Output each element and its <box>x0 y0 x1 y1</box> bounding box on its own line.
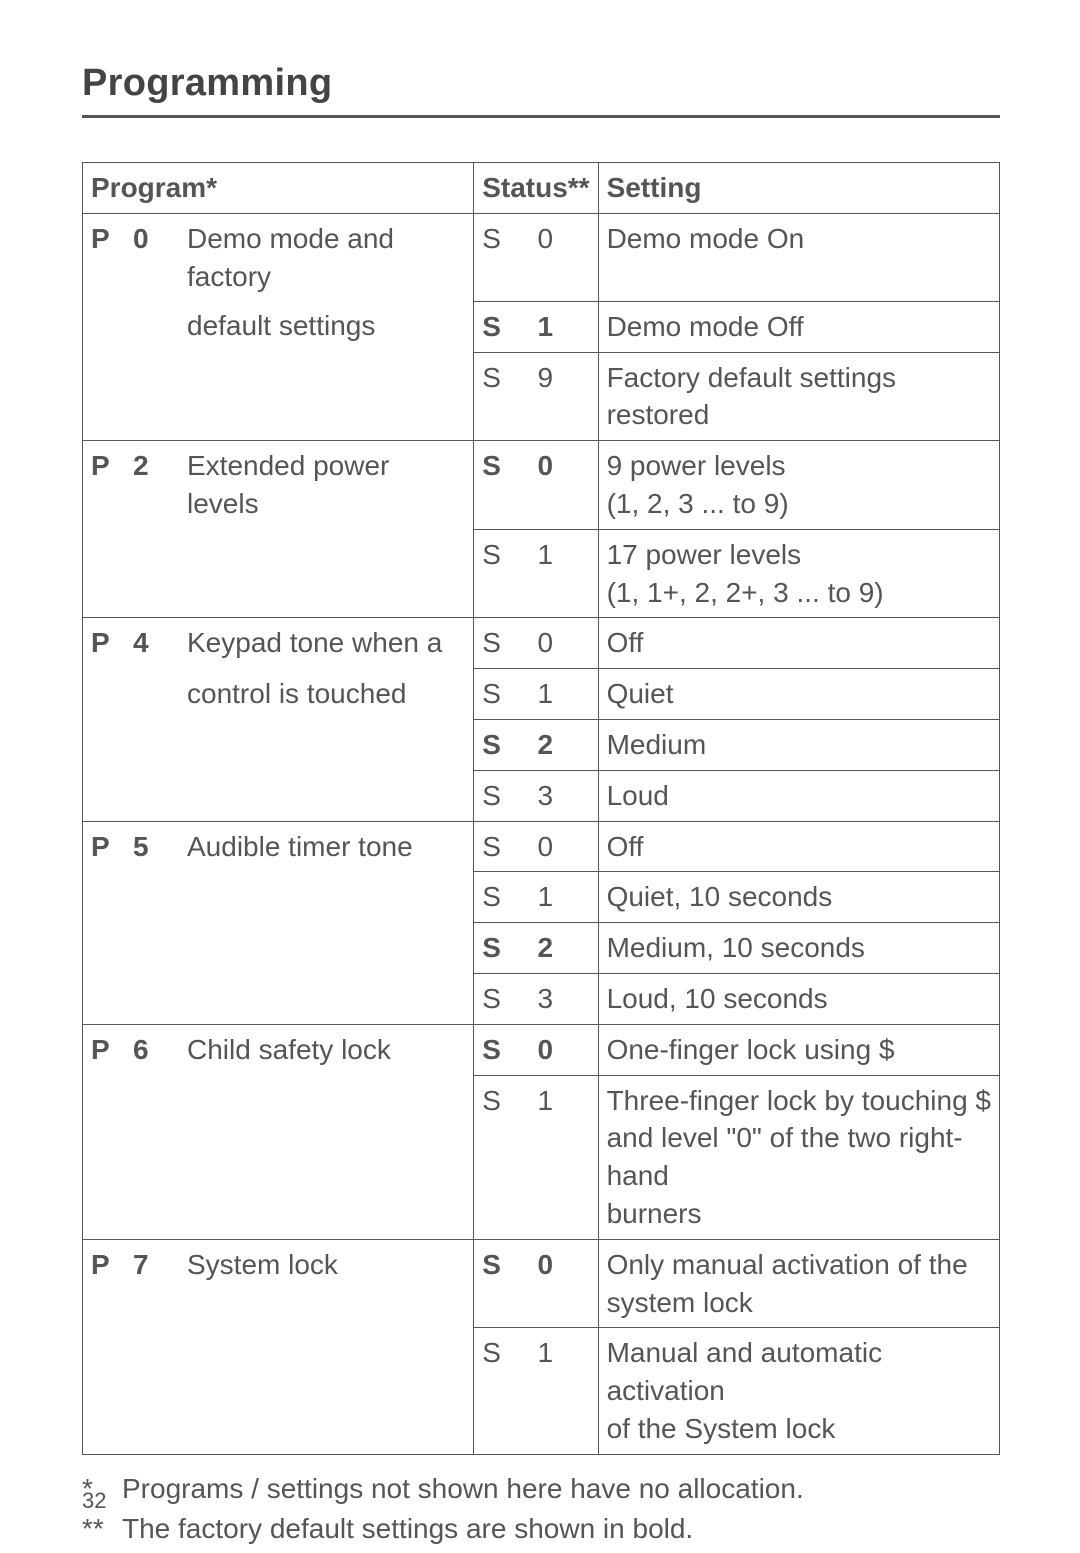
setting-text: Quiet, 10 seconds <box>598 872 999 923</box>
program-letter: P <box>83 213 130 301</box>
status-number: 0 <box>534 821 599 872</box>
status-letter: S <box>474 441 534 530</box>
setting-text: 17 power levels (1, 1+, 2, 2+, 3 ... to … <box>598 529 999 618</box>
setting-text: Factory default settings restored <box>598 352 999 441</box>
setting-text: One-finger lock using $ <box>598 1024 999 1075</box>
status-number: 0 <box>534 1024 599 1075</box>
page-number: 32 <box>82 1488 106 1514</box>
status-number: 0 <box>534 441 599 530</box>
setting-text: Loud, 10 seconds <box>598 974 999 1025</box>
setting-text: Only manual activation of the system loc… <box>598 1239 999 1328</box>
program-number: 0 <box>129 213 181 301</box>
status-number: 3 <box>534 770 599 821</box>
footnotes: * Programs / settings not shown here hav… <box>82 1473 1000 1545</box>
program-number: 2 <box>129 441 181 530</box>
status-number: 2 <box>534 923 599 974</box>
status-letter: S <box>474 669 534 720</box>
footnote-text: Programs / settings not shown here have … <box>122 1473 804 1505</box>
title-rule <box>82 115 1000 118</box>
status-letter: S <box>474 352 534 441</box>
status-letter: S <box>474 770 534 821</box>
setting-text: Manual and automatic activation of the S… <box>598 1328 999 1454</box>
program-desc: default settings <box>181 301 474 352</box>
program-number: 6 <box>129 1024 181 1075</box>
setting-text: Medium <box>598 720 999 771</box>
setting-text: Off <box>598 618 999 669</box>
setting-text: Demo mode On <box>598 213 999 301</box>
status-letter: S <box>474 618 534 669</box>
setting-text: Off <box>598 821 999 872</box>
status-number: 1 <box>534 669 599 720</box>
program-letter: P <box>83 1024 130 1075</box>
setting-text: Quiet <box>598 669 999 720</box>
program-desc: System lock <box>181 1239 474 1328</box>
status-number: 9 <box>534 352 599 441</box>
status-number: 2 <box>534 720 599 771</box>
program-number: 4 <box>129 618 181 669</box>
program-desc: Extended power levels <box>181 441 474 530</box>
status-letter: S <box>474 1328 534 1454</box>
status-letter: S <box>474 1239 534 1328</box>
col-header-status: Status** <box>474 163 598 214</box>
setting-text: Medium, 10 seconds <box>598 923 999 974</box>
setting-text: Loud <box>598 770 999 821</box>
status-number: 0 <box>534 1239 599 1328</box>
program-letter: P <box>83 441 130 530</box>
status-number: 3 <box>534 974 599 1025</box>
status-number: 0 <box>534 618 599 669</box>
status-letter: S <box>474 872 534 923</box>
status-number: 1 <box>534 529 599 618</box>
program-desc: Keypad tone when a <box>181 618 474 669</box>
status-letter: S <box>474 720 534 771</box>
status-letter: S <box>474 1024 534 1075</box>
col-header-program: Program* <box>83 163 474 214</box>
status-number: 1 <box>534 1328 599 1454</box>
programming-table: Program* Status** Setting P 0 Demo mode … <box>82 162 1000 1455</box>
program-desc: control is touched <box>181 669 474 720</box>
setting-text: Demo mode Off <box>598 301 999 352</box>
setting-text: Three-finger lock by touching $ and leve… <box>598 1075 999 1239</box>
status-letter: S <box>474 923 534 974</box>
status-letter: S <box>474 301 534 352</box>
status-letter: S <box>474 974 534 1025</box>
program-desc: Demo mode and factory <box>181 213 474 301</box>
program-number: 5 <box>129 821 181 872</box>
status-letter: S <box>474 1075 534 1239</box>
status-number: 1 <box>534 1075 599 1239</box>
program-letter: P <box>83 1239 130 1328</box>
status-number: 0 <box>534 213 599 301</box>
page-title: Programming <box>82 62 1000 105</box>
program-desc: Audible timer tone <box>181 821 474 872</box>
setting-text: 9 power levels (1, 2, 3 ... to 9) <box>598 441 999 530</box>
status-letter: S <box>474 821 534 872</box>
program-desc: Child safety lock <box>181 1024 474 1075</box>
col-header-setting: Setting <box>598 163 999 214</box>
program-number: 7 <box>129 1239 181 1328</box>
status-letter: S <box>474 213 534 301</box>
status-letter: S <box>474 529 534 618</box>
status-number: 1 <box>534 301 599 352</box>
program-letter: P <box>83 821 130 872</box>
program-letter: P <box>83 618 130 669</box>
status-number: 1 <box>534 872 599 923</box>
